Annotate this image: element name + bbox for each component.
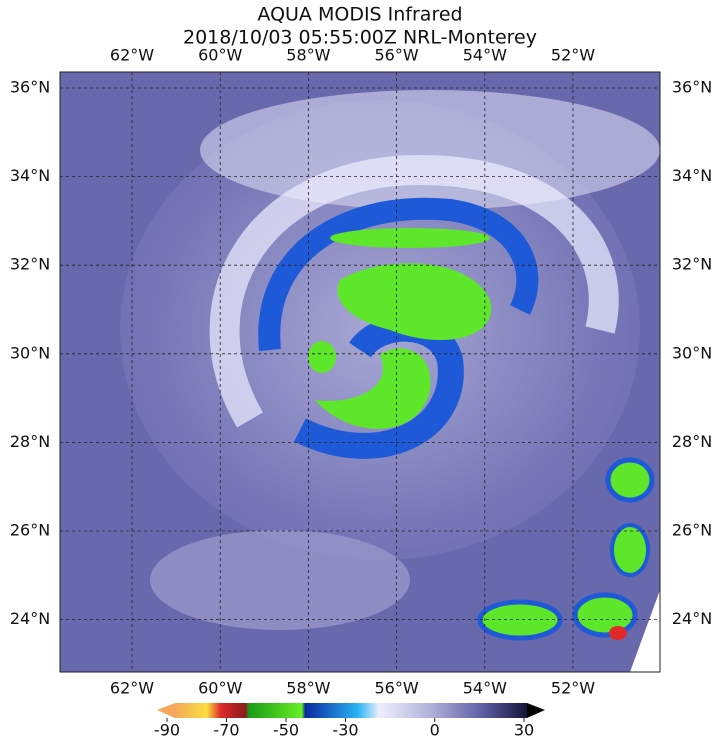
latitude-label: 32°N (672, 255, 712, 274)
longitude-label: 54°W (463, 46, 507, 65)
latitude-label: 32°N (10, 255, 50, 274)
longitude-label: 62°W (110, 679, 154, 698)
latitude-label: 30°N (672, 343, 712, 362)
colorbar-tick-label: 30 (514, 721, 534, 740)
colorbar-tick-label: -70 (213, 721, 239, 740)
latitude-label: 34°N (10, 166, 50, 185)
latitude-label: 24°N (672, 609, 712, 628)
longitude-label: 54°W (463, 679, 507, 698)
longitude-label: 52°W (551, 46, 595, 65)
latitude-label: 24°N (10, 609, 50, 628)
colorbar-tick-label: -90 (154, 721, 180, 740)
latitude-label: 30°N (10, 343, 50, 362)
colorbar-tick-label: -50 (273, 721, 299, 740)
latitude-label: 28°N (672, 432, 712, 451)
colorbar (157, 703, 545, 718)
longitude-label: 60°W (198, 679, 242, 698)
subtitle: 2018/10/03 05:55:00Z NRL-Monterey (183, 27, 537, 49)
longitude-label: 60°W (198, 46, 242, 65)
latitude-label: 36°N (672, 78, 712, 97)
longitude-label: 58°W (286, 46, 330, 65)
colorbar-tick-label: -30 (332, 721, 358, 740)
satellite-image (60, 72, 660, 672)
graticule (60, 72, 660, 672)
longitude-label: 58°W (286, 679, 330, 698)
latitude-label: 36°N (10, 78, 50, 97)
latitude-label: 26°N (10, 521, 50, 540)
title: AQUA MODIS Infrared (257, 4, 462, 26)
latitude-label: 26°N (672, 521, 712, 540)
longitude-label: 56°W (375, 679, 419, 698)
colorbar-tick-label: 0 (430, 721, 440, 740)
map-frame (59, 71, 661, 673)
longitude-label: 62°W (110, 46, 154, 65)
longitude-label: 52°W (551, 679, 595, 698)
longitude-label: 56°W (375, 46, 419, 65)
latitude-label: 34°N (672, 166, 712, 185)
latitude-label: 28°N (10, 432, 50, 451)
